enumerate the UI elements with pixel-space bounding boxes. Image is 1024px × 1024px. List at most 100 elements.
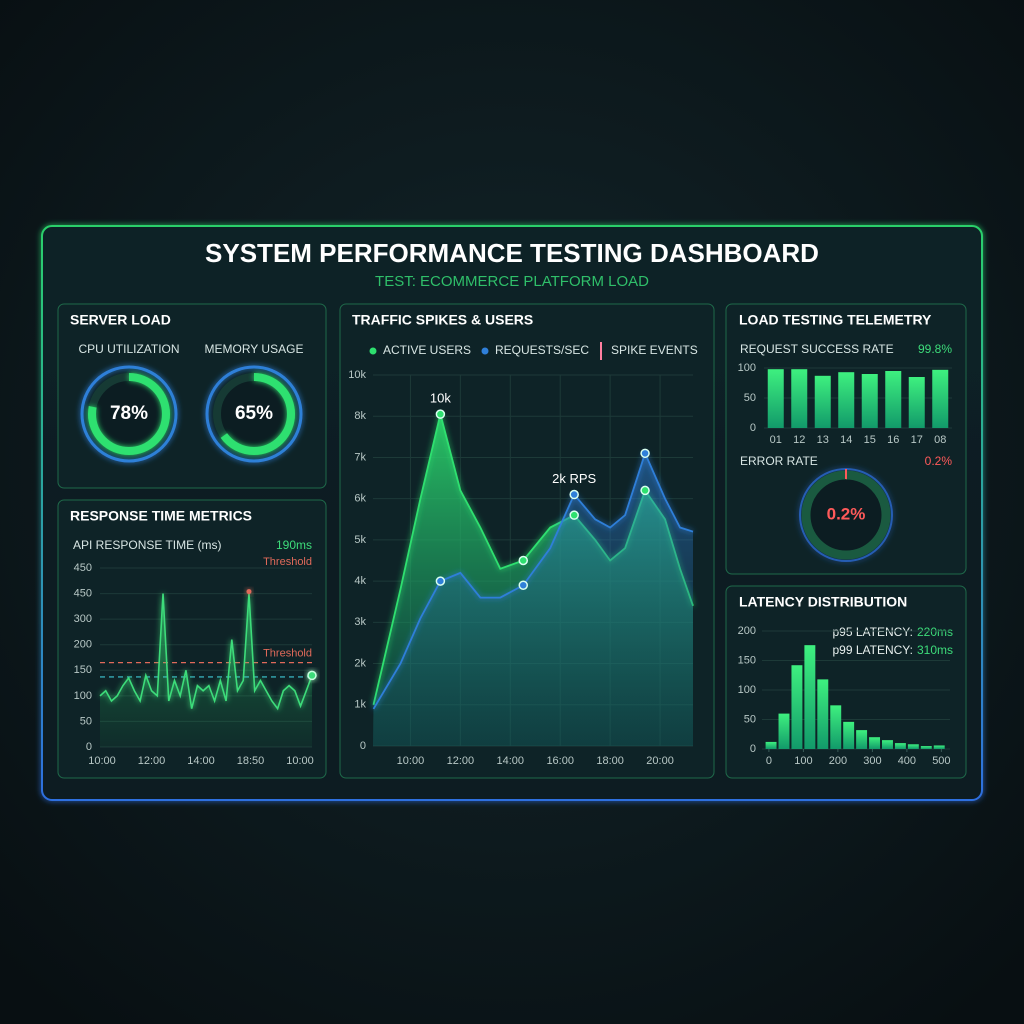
histogram-bar [830, 705, 842, 749]
histogram-bar [817, 679, 829, 749]
y-tick-label: 0 [360, 740, 366, 752]
threshold-marker [246, 589, 252, 595]
y-tick-label: 100 [738, 684, 756, 696]
x-tick-label: 13 [817, 434, 829, 446]
histogram-bar [933, 745, 945, 749]
legend-label: SPIKE EVENTS [611, 343, 698, 357]
x-tick-label: 500 [932, 755, 950, 767]
x-tick-label: 15 [864, 434, 876, 446]
x-tick-label: 01 [770, 434, 782, 446]
gauge-arc [88, 373, 170, 455]
histogram-bar [920, 746, 932, 749]
legend-label: ACTIVE USERS [383, 343, 471, 357]
x-tick-label: 08 [934, 434, 946, 446]
y-tick-label: 450 [74, 562, 92, 574]
axis-label: API RESPONSE TIME (ms) [73, 538, 221, 552]
x-tick-label: 12:00 [138, 755, 166, 767]
gauge-outer-ring [205, 365, 303, 463]
stat-label: p95 LATENCY: [832, 625, 912, 639]
histogram-bar [778, 713, 790, 749]
stat: p99 LATENCY: 310ms [832, 643, 953, 657]
histogram-bar [856, 730, 868, 749]
gauge-outer-ring [80, 365, 178, 463]
gauge-value: 78% [110, 403, 148, 424]
y-tick-label: 50 [80, 715, 92, 727]
x-tick-label: 200 [829, 755, 847, 767]
bar [838, 372, 855, 428]
x-tick-label: 16:00 [546, 755, 574, 767]
histogram-bar [843, 721, 855, 749]
threshold-label: Threshold [263, 648, 312, 660]
stat-value: 310ms [917, 643, 953, 657]
series-area [373, 453, 693, 746]
x-tick-label: 10:00 [286, 755, 314, 767]
y-tick-label: 2k [354, 657, 366, 669]
y-tick-label: 200 [74, 639, 92, 651]
legend-swatch [481, 347, 489, 355]
histogram-bar [882, 740, 893, 749]
series-point [640, 485, 650, 496]
bar [861, 374, 878, 428]
y-tick-label: 100 [738, 362, 756, 374]
current-point [307, 670, 317, 681]
dashboard-subtitle: TEST: ECOMMERCE PLATFORM LOAD [375, 273, 649, 290]
series-line [372, 450, 694, 710]
y-tick-label: 6k [354, 493, 366, 505]
x-tick-label: 17 [911, 434, 923, 446]
histogram-bar [869, 737, 881, 749]
x-tick-label: 100 [794, 755, 812, 767]
annotation: Threshold [263, 556, 312, 568]
series-point [569, 489, 579, 500]
y-tick-label: 7k [354, 451, 366, 463]
x-tick-label: 10:00 [397, 755, 425, 767]
series-point [435, 576, 446, 586]
y-tick-label: 8k [354, 410, 366, 422]
x-tick-label: 10:00 [88, 755, 116, 767]
y-tick-label: 4k [354, 575, 366, 587]
panel-title: LATENCY DISTRIBUTION [739, 594, 907, 610]
legend-swatch [369, 347, 377, 355]
x-tick-label: 300 [863, 755, 881, 767]
stat-label: p99 LATENCY: [832, 643, 912, 657]
gauge-label: MEMORY USAGE [205, 342, 304, 356]
y-tick-label: 50 [744, 392, 756, 404]
x-tick-label: 0 [766, 755, 772, 767]
y-tick-label: 300 [74, 613, 92, 625]
x-tick-label: 14 [840, 434, 852, 446]
y-tick-label: 10k [348, 369, 366, 381]
donut-value: 0.2% [827, 504, 866, 523]
y-tick-label: 0 [86, 741, 92, 753]
y-tick-label: 50 [744, 713, 756, 725]
panel-title: SERVER LOAD [70, 312, 171, 328]
bar [908, 377, 925, 428]
summary-value: 0.2% [925, 454, 953, 468]
stat-value: 220ms [917, 625, 953, 639]
gauge-arc [213, 373, 295, 455]
series-point [435, 409, 446, 419]
y-tick-label: 3k [354, 616, 366, 628]
x-tick-label: 14:00 [497, 755, 525, 767]
panel [725, 303, 967, 575]
series-point [640, 448, 650, 459]
histogram-bar [894, 743, 906, 749]
response-line [99, 593, 313, 711]
y-tick-label: 0 [750, 422, 756, 434]
bar [791, 369, 808, 428]
series-point [569, 510, 579, 520]
x-tick-label: 12:00 [447, 755, 475, 767]
bar [814, 375, 831, 428]
x-tick-label: 20:00 [646, 755, 674, 767]
line-area [100, 593, 312, 747]
panel-title: RESPONSE TIME METRICS [70, 508, 252, 524]
x-tick-label: 18:50 [237, 755, 265, 767]
y-tick-label: 200 [738, 625, 756, 637]
y-tick-label: 0 [750, 743, 756, 755]
y-tick-label: 150 [74, 664, 92, 676]
histogram-bar [765, 741, 777, 749]
bar [885, 371, 902, 428]
y-tick-label: 450 [74, 587, 92, 599]
y-tick-label: 5k [354, 534, 366, 546]
x-tick-label: 16 [887, 434, 899, 446]
